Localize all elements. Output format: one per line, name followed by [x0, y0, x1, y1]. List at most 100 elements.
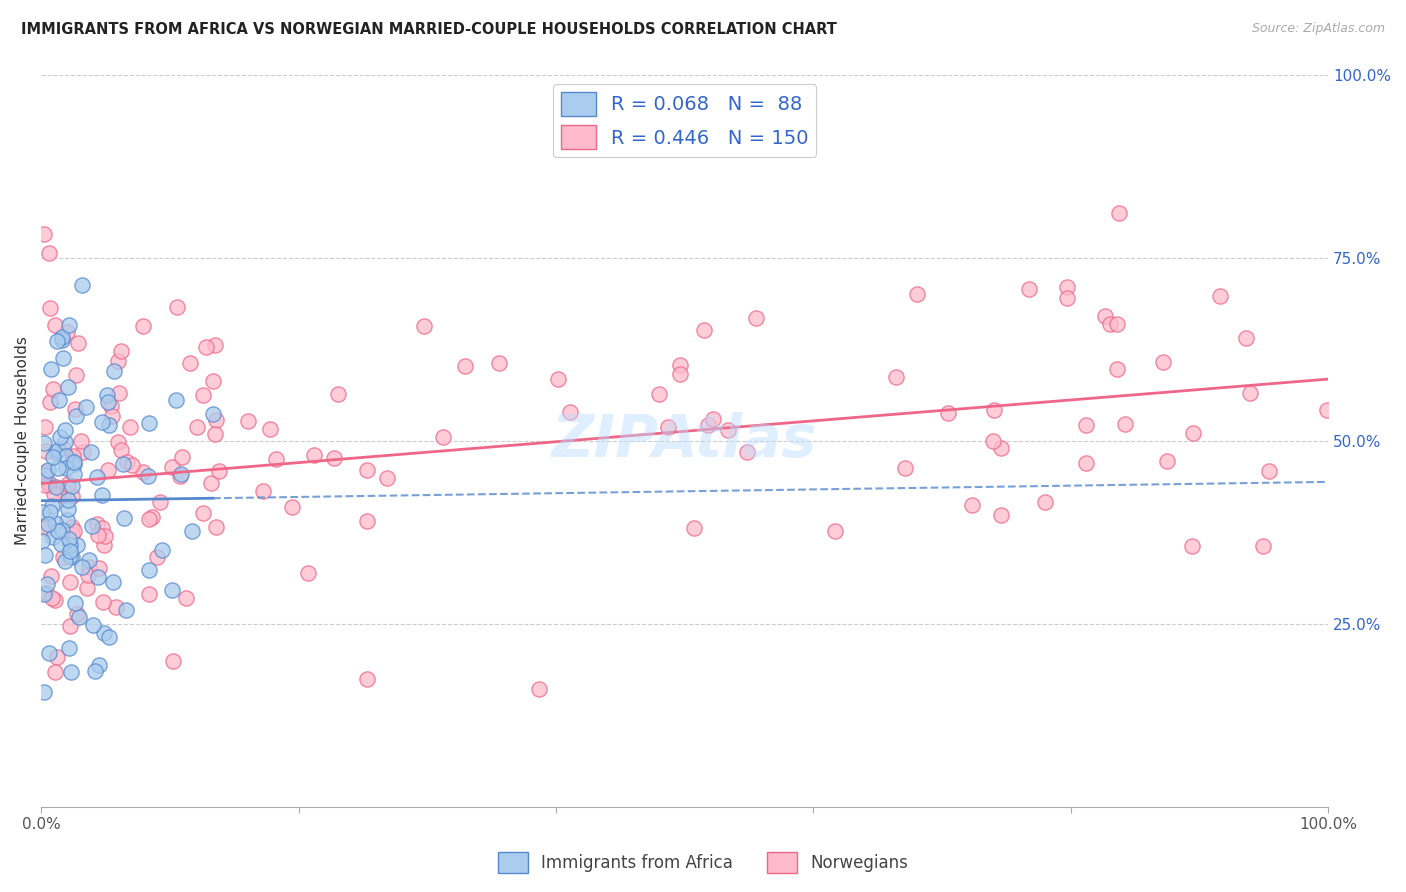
Point	[44, 318, 66, 332]
Point	[131, 319, 153, 334]
Point	[51, 524, 73, 538]
Point	[983, 402, 1005, 417]
Point	[45, 480, 67, 494]
Point	[326, 386, 349, 401]
Point	[938, 406, 960, 420]
Point	[1074, 418, 1097, 433]
Point	[160, 583, 183, 598]
Point	[527, 681, 550, 696]
Point	[62, 455, 84, 469]
Point	[108, 386, 131, 401]
Point	[44, 516, 66, 530]
Point	[204, 412, 226, 426]
Point	[1074, 457, 1097, 471]
Point	[138, 512, 160, 526]
Point	[52, 488, 75, 502]
Point	[91, 488, 114, 502]
Point	[207, 464, 229, 478]
Point	[356, 463, 378, 477]
Point	[58, 502, 80, 516]
Point	[44, 665, 66, 679]
Point	[34, 549, 56, 563]
Point	[34, 521, 56, 535]
Point	[1056, 291, 1078, 305]
Point	[200, 475, 222, 490]
Point	[42, 487, 65, 501]
Point	[63, 596, 86, 610]
Point	[93, 538, 115, 552]
Point	[58, 640, 80, 655]
Point	[77, 560, 100, 574]
Point	[48, 392, 70, 407]
Point	[110, 344, 132, 359]
Point	[87, 658, 110, 673]
Point	[1114, 417, 1136, 432]
Point	[112, 457, 135, 471]
Point	[60, 526, 83, 541]
Point	[454, 359, 477, 374]
Point	[63, 467, 86, 481]
Point	[38, 646, 60, 660]
Point	[138, 417, 160, 431]
Point	[193, 507, 215, 521]
Point	[58, 549, 80, 563]
Point	[34, 444, 56, 458]
Point	[960, 498, 983, 512]
Point	[53, 554, 76, 568]
Point	[1033, 495, 1056, 509]
Point	[34, 478, 56, 492]
Point	[52, 351, 75, 365]
Point	[93, 625, 115, 640]
Point	[735, 445, 758, 459]
Point	[53, 434, 76, 449]
Point	[96, 388, 118, 402]
Point	[77, 568, 100, 582]
Point	[323, 451, 346, 466]
Point	[46, 650, 69, 665]
Point	[44, 592, 66, 607]
Point	[100, 409, 122, 424]
Point	[46, 461, 69, 475]
Point	[32, 684, 55, 698]
Point	[31, 533, 53, 548]
Point	[63, 455, 86, 469]
Point	[51, 549, 73, 564]
Point	[981, 434, 1004, 448]
Point	[82, 519, 104, 533]
Point	[181, 524, 204, 538]
Point	[1208, 289, 1230, 303]
Point	[63, 457, 86, 471]
Point	[72, 277, 94, 292]
Point	[89, 561, 111, 575]
Point	[90, 520, 112, 534]
Point	[202, 374, 225, 388]
Point	[693, 323, 716, 337]
Point	[37, 577, 59, 591]
Point	[103, 363, 125, 377]
Point	[41, 362, 63, 376]
Point	[60, 550, 83, 565]
Point	[65, 409, 87, 423]
Point	[204, 427, 226, 442]
Point	[488, 356, 510, 370]
Point	[179, 356, 201, 370]
Point	[37, 516, 59, 531]
Point	[42, 450, 65, 465]
Point	[60, 479, 83, 493]
Point	[191, 388, 214, 402]
Point	[115, 455, 138, 469]
Point	[990, 508, 1012, 523]
Point	[160, 460, 183, 475]
Point	[281, 500, 304, 514]
Point	[98, 417, 121, 432]
Point	[34, 465, 56, 479]
Point	[46, 334, 69, 348]
Point	[1251, 539, 1274, 553]
Point	[264, 451, 287, 466]
Point	[905, 287, 928, 301]
Y-axis label: Married-couple Households: Married-couple Households	[15, 336, 30, 545]
Point	[170, 467, 193, 481]
Legend: R = 0.068   N =  88, R = 0.446   N = 150: R = 0.068 N = 88, R = 0.446 N = 150	[553, 84, 817, 157]
Point	[86, 470, 108, 484]
Point	[79, 553, 101, 567]
